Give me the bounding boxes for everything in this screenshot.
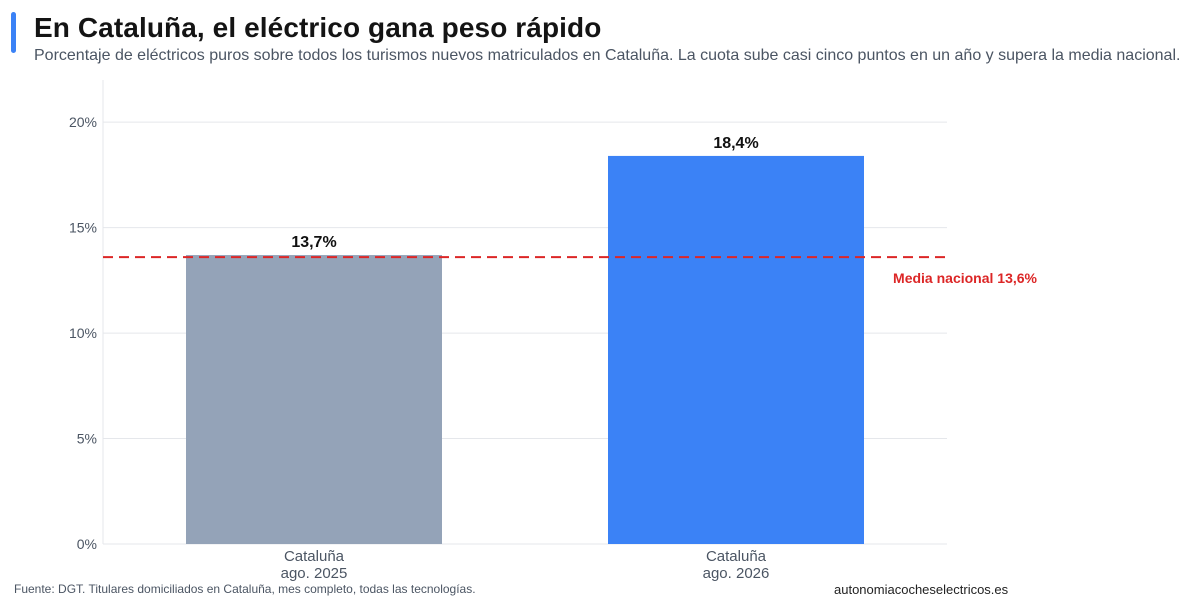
x-tick-label: Cataluña xyxy=(284,548,345,565)
page-title: En Cataluña, el eléctrico gana peso rápi… xyxy=(34,12,602,43)
source-note: Fuente: DGT. Titulares domiciliados en C… xyxy=(14,582,476,596)
y-tick-label: 0% xyxy=(77,536,97,552)
brand-name: autonomiacocheselectricos.es xyxy=(834,582,1009,597)
bar-value-label: 13,7% xyxy=(291,234,336,251)
title-accent-bar xyxy=(11,12,16,53)
bar xyxy=(186,255,442,544)
bar-value-label: 18,4% xyxy=(713,135,758,152)
x-tick-label: ago. 2025 xyxy=(281,565,348,582)
bar xyxy=(608,155,864,544)
y-tick-label: 20% xyxy=(69,114,97,130)
y-tick-label: 15% xyxy=(69,220,97,236)
x-tick-label: Cataluña xyxy=(706,548,767,565)
page-subtitle: Porcentaje de eléctricos puros sobre tod… xyxy=(34,47,1181,64)
y-tick-label: 5% xyxy=(77,431,97,447)
x-tick-label: ago. 2026 xyxy=(703,565,770,582)
y-tick-label: 10% xyxy=(69,325,97,341)
reference-line-label: Media nacional 13,6% xyxy=(893,270,1037,286)
